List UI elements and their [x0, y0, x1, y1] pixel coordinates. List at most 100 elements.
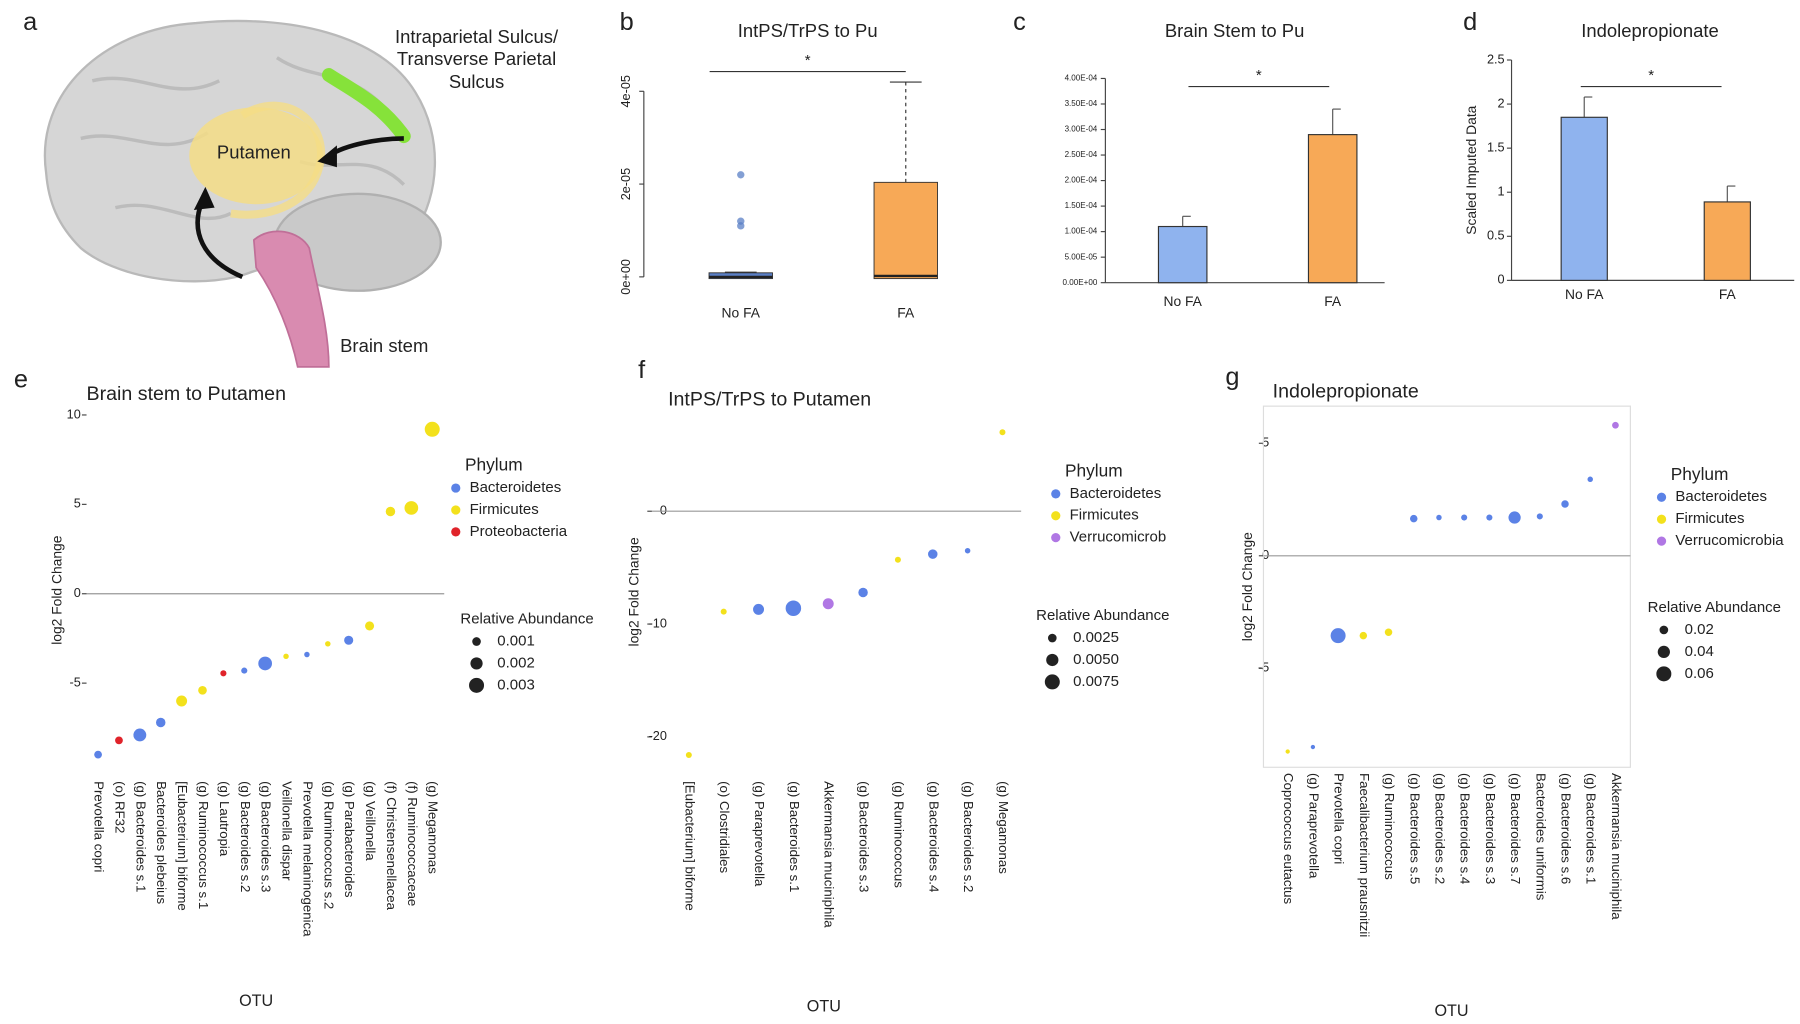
legend-title: Phylum — [1065, 460, 1123, 480]
chart-title: Brain stem to Putamen — [87, 383, 286, 405]
point — [999, 429, 1006, 436]
legend-swatch — [1656, 492, 1667, 502]
arrow-head — [193, 186, 215, 210]
x-tick-label: Akkermansia muciniphila — [1609, 773, 1624, 920]
point — [1536, 513, 1543, 520]
size-legend-title: Relative Abundance — [460, 611, 593, 628]
significance-label: * — [805, 52, 811, 69]
legend-swatch — [1051, 533, 1061, 543]
region-label: Brain stem — [340, 335, 428, 356]
point — [1612, 421, 1619, 429]
y-tick-label: 0e+00 — [619, 259, 633, 295]
x-tick-label: Faecalibacterium prausnitzii — [1357, 773, 1372, 937]
x-tick-label: Veillonella dispar — [280, 781, 295, 881]
point — [785, 600, 802, 617]
point — [753, 603, 765, 615]
point — [424, 421, 440, 437]
region-label: Putamen — [217, 141, 291, 162]
x-tick-label: (g) Bacteroides s.2 — [238, 781, 253, 892]
size-legend-title: Relative Abundance — [1036, 607, 1169, 624]
point — [1410, 514, 1418, 523]
legend-title: Phylum — [465, 455, 523, 475]
legend-swatch — [1656, 536, 1667, 546]
y-tick-label: 1.5 — [1487, 141, 1505, 155]
y-tick-label: 0 — [1498, 273, 1505, 287]
x-tick-label: (f) Ruminococcaceae — [405, 781, 420, 906]
y-tick-label: 0 — [1262, 548, 1269, 562]
y-tick-label: 1.50E-04 — [1065, 201, 1098, 210]
chart-title: Indolepropionate — [1581, 20, 1719, 41]
outlier — [737, 171, 745, 179]
x-tick-label: Prevotella copri — [92, 781, 107, 872]
x-tick-label: (g) Bacteroides s.6 — [1559, 773, 1574, 884]
size-legend-swatch — [1046, 653, 1059, 667]
y-tick-label: 2 — [1498, 96, 1505, 110]
y-tick-label: 10 — [67, 407, 81, 421]
brain-stem — [252, 230, 330, 368]
panel-letter: g — [1225, 363, 1239, 391]
y-axis-label: log2 Fold Change — [625, 537, 641, 646]
size-legend-swatch — [469, 677, 485, 693]
panel-letter: e — [14, 365, 28, 393]
x-tick-label: (o) RF32 — [112, 781, 127, 833]
putamen — [189, 107, 324, 205]
x-tick-label: (g) Bacteroides s.4 — [926, 781, 941, 892]
size-legend-swatch — [1044, 674, 1060, 690]
y-tick-label: 5.00E-05 — [1065, 252, 1098, 261]
y-tick-label: 5 — [1262, 436, 1269, 450]
y-tick-label: 0 — [660, 504, 667, 518]
point — [115, 736, 123, 745]
point — [720, 608, 727, 615]
point — [155, 717, 166, 728]
y-tick-label: 2.50E-04 — [1065, 150, 1098, 159]
x-tick-label: (g) Bacteroides s.5 — [1407, 773, 1422, 884]
point — [894, 556, 901, 563]
legend-swatch — [1051, 511, 1061, 521]
chart-title: Brain Stem to Pu — [1165, 20, 1305, 41]
size-legend-label: 0.002 — [497, 654, 535, 671]
point — [241, 667, 248, 674]
region-label: Transverse Parietal — [397, 48, 556, 69]
bar — [1157, 225, 1208, 284]
x-tick-label: FA — [1719, 286, 1737, 302]
x-tick-label: (g) Ruminococcus s.1 — [196, 781, 211, 909]
panel-letter: b — [620, 8, 634, 36]
significance-label: * — [1648, 67, 1654, 84]
legend-swatch — [1656, 514, 1667, 524]
legend-label: Verrucomicrob — [1070, 529, 1167, 546]
point — [258, 656, 273, 671]
y-tick-label: -20 — [649, 729, 667, 743]
x-tick-label: (g) Bacteroides s.2 — [1432, 773, 1447, 884]
point — [1310, 744, 1316, 750]
point — [822, 598, 834, 610]
y-tick-label: 0.00E+00 — [1063, 278, 1098, 287]
size-legend-label: 0.0050 — [1073, 651, 1119, 668]
y-tick-label: 1.00E-04 — [1065, 227, 1098, 236]
x-tick-label: Prevotella melaninogenica — [300, 781, 315, 937]
point — [964, 547, 971, 554]
arrow — [195, 201, 244, 280]
chart-title: IntPS/TrPS to Putamen — [668, 389, 871, 411]
point — [1587, 476, 1593, 483]
legend-label: Firmicutes — [1675, 510, 1744, 527]
chart-title: IntPS/TrPS to Pu — [738, 20, 878, 41]
x-tick-label: Bacteroides plebeius — [154, 781, 169, 904]
size-legend-swatch — [1659, 625, 1669, 635]
x-tick-label: FA — [897, 304, 915, 320]
point — [176, 695, 188, 707]
x-tick-label: (g) Bacteroides s.7 — [1508, 773, 1523, 884]
region-label: Sulcus — [449, 71, 504, 92]
x-tick-label: No FA — [1565, 286, 1604, 302]
y-axis-label: Scaled Imputed Data — [1463, 105, 1479, 234]
point — [1486, 514, 1493, 521]
y-tick-label: 3.00E-04 — [1065, 125, 1098, 134]
x-tick-label: (g) Ruminococcus — [891, 781, 906, 888]
x-tick-label: (f) Christensenellacea — [384, 781, 399, 911]
panel-letter: f — [638, 356, 646, 384]
x-tick-label: (g) Bacteroides s.1 — [133, 781, 148, 892]
x-tick-label: (g) Parabacteroides — [342, 781, 357, 898]
size-legend-swatch — [1657, 645, 1670, 659]
legend-label: Proteobacteria — [470, 523, 568, 540]
size-legend-label: 0.003 — [497, 676, 535, 693]
